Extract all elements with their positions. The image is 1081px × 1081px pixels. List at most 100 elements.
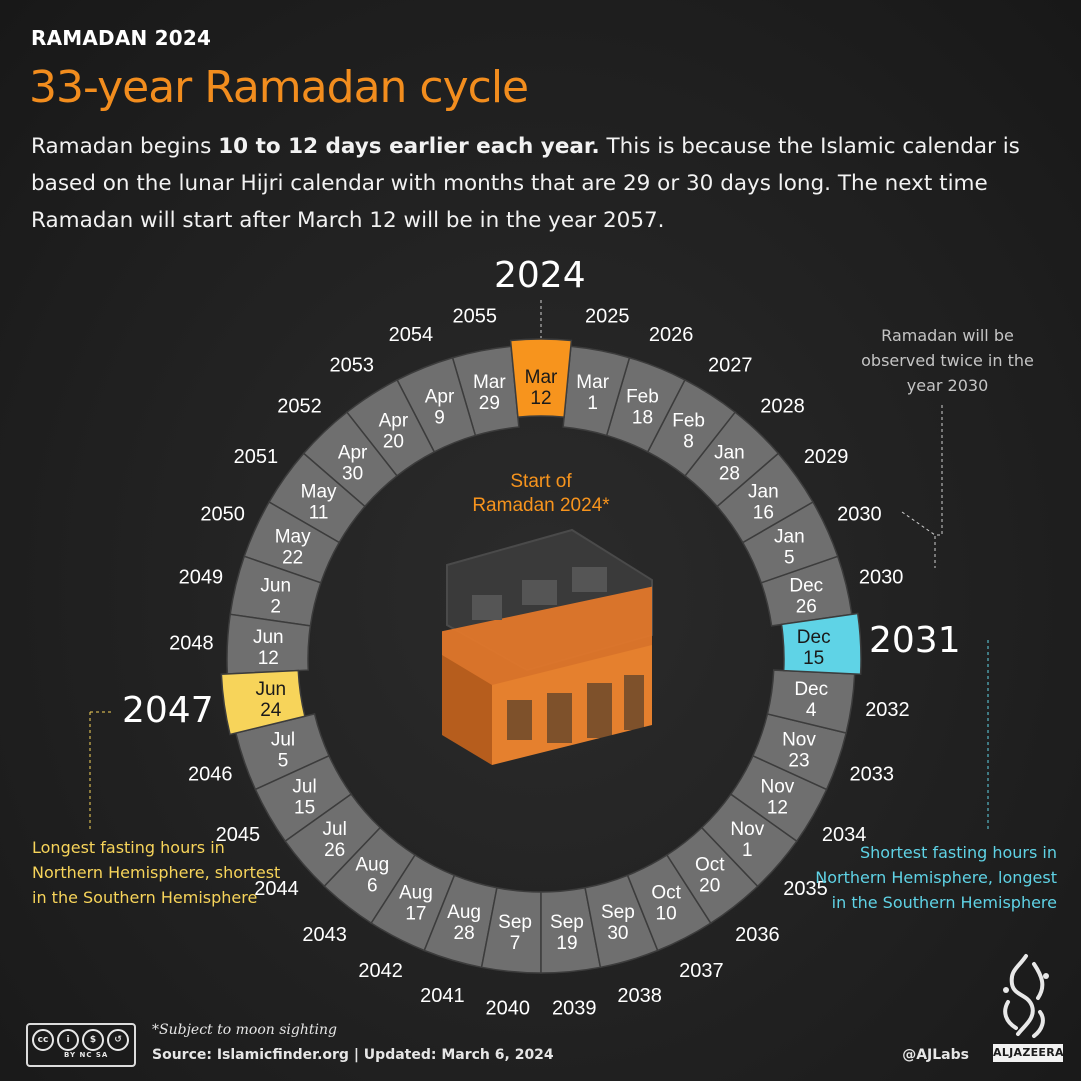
start-label-line-1: Start of <box>510 471 572 492</box>
segment-month-2026: Feb <box>626 387 659 408</box>
ring-segment-2029 <box>716 452 814 544</box>
ring-segment-2047 <box>220 669 306 736</box>
year-label-2033-10: 2033 <box>850 763 895 785</box>
year-label-2045-22: 2045 <box>216 824 261 846</box>
year-label-2055-32: 2055 <box>453 305 498 327</box>
year-label-2036-13: 2036 <box>735 924 780 946</box>
segment-day-2049: 2 <box>270 597 281 618</box>
segment-day-2025: 1 <box>587 393 598 414</box>
year-2031-label: 2031 <box>869 620 961 661</box>
year-label-2054-31: 2054 <box>389 324 434 346</box>
year-label-2042-19: 2042 <box>358 960 403 982</box>
ring-segment-2043 <box>323 826 417 925</box>
segment-month-2041: Aug <box>447 902 481 923</box>
year-label-2032-9: 2032 <box>865 699 910 721</box>
ring-segment-2045 <box>254 754 353 843</box>
year-label-2038-15: 2038 <box>617 985 662 1007</box>
year-label-2053-30: 2053 <box>330 355 375 377</box>
segment-day-2028: 28 <box>719 463 740 484</box>
shortest-fasting-note: Shortest fasting hours in Northern Hemis… <box>815 843 1057 912</box>
year-2024-label: 2024 <box>494 255 586 296</box>
segment-day-2030: 5 <box>784 548 795 569</box>
ring-segment-2054 <box>396 356 477 453</box>
segment-day-2042: 17 <box>405 904 426 925</box>
segment-month-2045: Jul <box>292 777 316 798</box>
segment-day-2034: 12 <box>767 798 788 819</box>
segment-day-2039: 19 <box>556 933 577 954</box>
segment-day-2037: 10 <box>656 904 677 925</box>
ring-segment-2026 <box>605 356 686 453</box>
segment-month-2049: Jun <box>260 576 291 597</box>
ring-segment-2036 <box>665 826 759 925</box>
segment-month-2025: Mar <box>576 372 609 393</box>
year-label-2049-26: 2049 <box>179 566 224 588</box>
ring-segment-2052 <box>302 411 399 508</box>
intro-plain-1: Ramadan begins <box>31 134 219 159</box>
segment-month-2033: Nov <box>782 729 816 750</box>
year-label-2046-23: 2046 <box>188 763 233 785</box>
segment-month-2032: Dec <box>794 679 828 700</box>
segment-month-2054: Apr <box>425 387 455 408</box>
license-labels: BY NC SA <box>64 1051 109 1059</box>
segment-day-2052: 30 <box>342 463 363 484</box>
ring-segment-2032 <box>766 669 856 734</box>
segment-month-2043: Aug <box>355 855 389 876</box>
creative-commons-badge: cc i $ ↺ BY NC SA <box>26 1023 136 1067</box>
cc-icon: cc <box>32 1029 54 1051</box>
segment-day-2040: 7 <box>510 933 521 954</box>
segment-day-2027: 8 <box>683 431 694 452</box>
segment-day-2045: 15 <box>294 798 315 819</box>
aljazeera-logo-icon <box>1003 954 1049 1038</box>
segment-day-2048: 12 <box>258 648 279 669</box>
segment-day-2035: 1 <box>742 840 753 861</box>
segment-month-2050: May <box>275 527 311 548</box>
segment-day-2031: 15 <box>803 648 824 669</box>
segment-day-2050: 22 <box>282 548 303 569</box>
year-label-2026-2: 2026 <box>649 324 694 346</box>
year-label-2030-6: 2030 <box>837 504 882 526</box>
ring-segment-2024 <box>509 338 573 418</box>
segment-day-2032: 4 <box>806 700 817 721</box>
segment-month-2024: Mar <box>525 367 558 388</box>
segment-day-2046: 5 <box>278 750 289 771</box>
year-label-2052-29: 2052 <box>277 396 322 418</box>
year-label-2039-16: 2039 <box>552 997 597 1019</box>
segment-month-2035: Nov <box>730 819 764 840</box>
year-label-2029-5: 2029 <box>804 446 849 468</box>
segment-month-2053: Apr <box>379 410 409 431</box>
segment-day-2030: 26 <box>796 597 817 618</box>
ring-segment-2035 <box>700 793 798 888</box>
segment-day-2036: 20 <box>699 876 720 897</box>
year-label-2028-4: 2028 <box>760 396 805 418</box>
segment-day-2053: 20 <box>383 431 404 452</box>
segment-day-2026: 18 <box>632 408 653 429</box>
year-2047-label: 2047 <box>122 690 214 731</box>
ring-segment-2033 <box>751 713 848 791</box>
ring-segment-2044 <box>284 793 382 888</box>
segment-month-2036: Oct <box>695 855 725 876</box>
ring-segment-2039 <box>540 886 602 974</box>
ring-segment-2041 <box>423 874 498 969</box>
segment-month-2029: Jan <box>748 482 779 503</box>
segment-day-2054: 9 <box>434 408 445 429</box>
segment-month-2030: Jan <box>774 527 805 548</box>
year-label-2025-1: 2025 <box>585 305 630 327</box>
segment-day-2055: 29 <box>479 393 500 414</box>
ring-segment-2025 <box>562 345 631 437</box>
segment-day-2041: 28 <box>454 923 475 944</box>
source-line: Source: Islamicfinder.org | Updated: Mar… <box>152 1047 554 1063</box>
longest-fasting-note: Longest fasting hours in Northern Hemisp… <box>32 838 281 907</box>
year-label-2044-21: 2044 <box>254 878 299 900</box>
segment-month-2051: May <box>301 482 337 503</box>
ring-segment-2027 <box>646 378 737 477</box>
year-labels: 2025202620272028202920302030203220332034… <box>169 305 910 1019</box>
segment-month-2037: Oct <box>651 883 681 904</box>
year-label-2035-12: 2035 <box>783 878 828 900</box>
segment-day-2033: 23 <box>788 750 809 771</box>
ajlabs-handle: @AJLabs <box>902 1047 969 1063</box>
twice-2030-note: Ramadan will be observed twice in the ye… <box>861 326 1034 395</box>
year-label-2041-18: 2041 <box>420 985 465 1007</box>
ring-segment-2038 <box>584 874 659 969</box>
ring-segment-2048 <box>226 613 312 675</box>
